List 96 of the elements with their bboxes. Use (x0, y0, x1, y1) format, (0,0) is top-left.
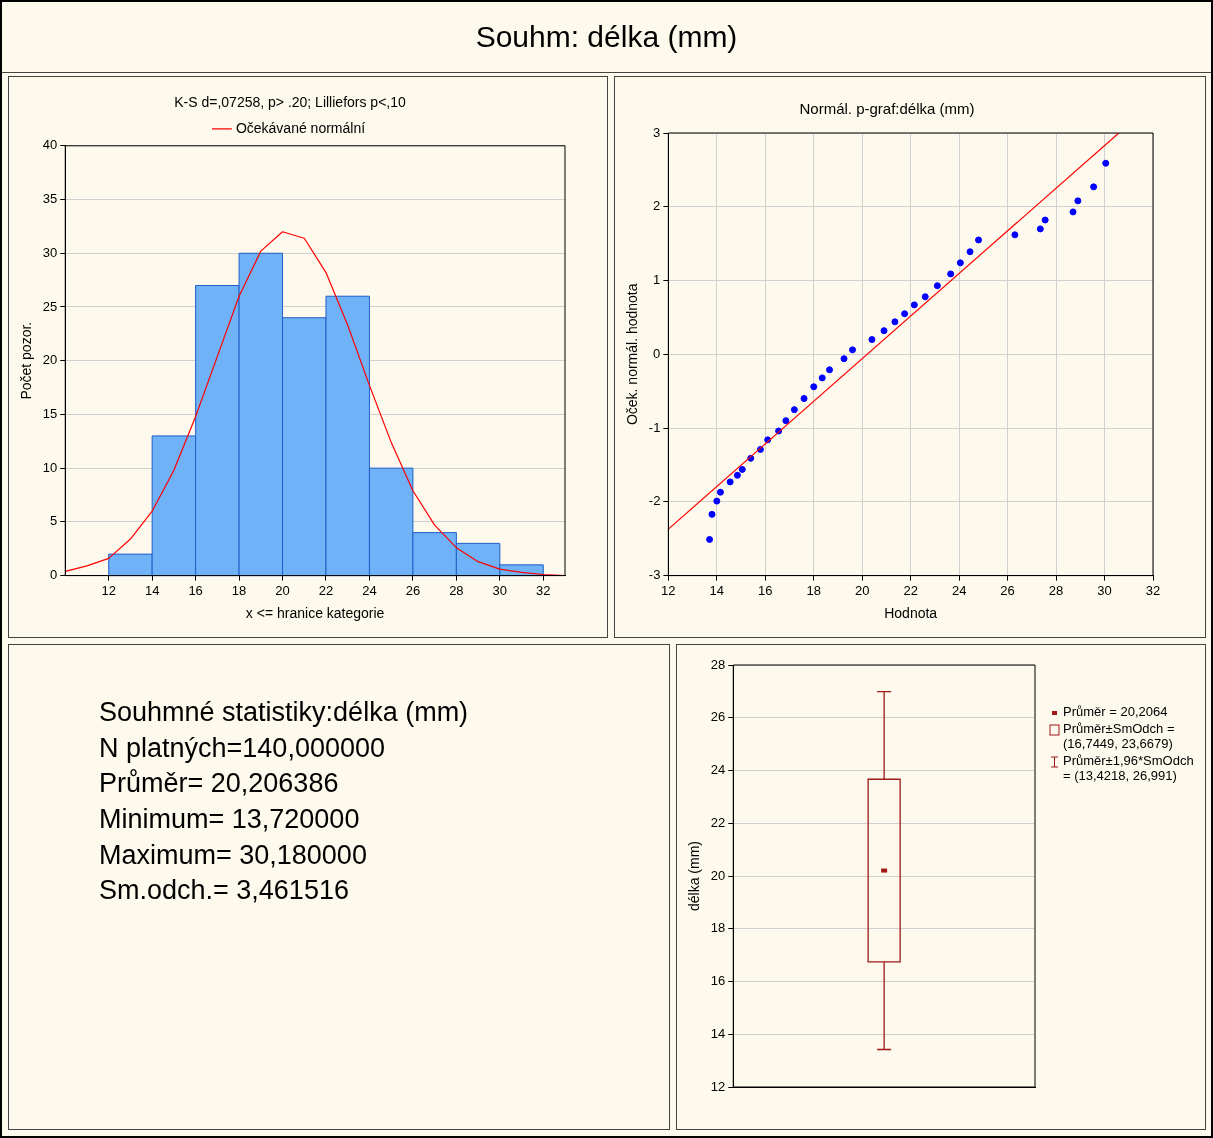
y-tick-label: 24 (710, 762, 726, 778)
y-tick-label: 35 (42, 191, 58, 207)
point (1041, 216, 1049, 224)
point (726, 478, 734, 486)
point (947, 270, 955, 278)
y-axis-title: Oček. normál. hodnota (624, 283, 641, 426)
text: Maximum= 30,180000 (99, 838, 368, 872)
x-tick-label: 22 (903, 582, 918, 598)
y-tick-label: 18 (710, 920, 726, 936)
point (826, 366, 833, 374)
point (800, 395, 808, 403)
point (910, 301, 918, 309)
text: Sm.odch.= 3,461516 (99, 874, 350, 908)
y-axis-title: Počet pozor. (18, 321, 35, 400)
x-tick-label: 32 (1145, 582, 1161, 598)
point (790, 406, 798, 414)
point (818, 374, 826, 382)
text: Průměr±SmOdch = (16,7449, 23,6679) (1063, 720, 1175, 751)
x-axis-title: Hodnota (884, 605, 938, 622)
legend-label: Očekávané normální (235, 119, 366, 136)
x-tick-label: 28 (449, 582, 464, 598)
point (840, 355, 848, 363)
y-tick-label: 25 (42, 298, 58, 314)
point (1090, 183, 1098, 191)
point (975, 236, 983, 244)
point (738, 465, 746, 473)
y-tick-label: 3 (653, 124, 661, 140)
y-axis-title: délka (mm) (686, 840, 703, 912)
text: Souhmné statistiky:délka (mm) (99, 696, 470, 729)
y-tick-label: 22 (710, 814, 726, 830)
x-tick-label: 24 (951, 582, 967, 598)
y-tick-label: -1 (648, 419, 661, 435)
y-tick-label: -2 (648, 493, 661, 509)
point (921, 293, 929, 301)
point (706, 535, 714, 543)
point (891, 318, 899, 326)
text: Průměr = 20,2064 (1063, 704, 1168, 719)
point (713, 497, 721, 505)
x-tick-label: 28 (1048, 582, 1064, 598)
x-tick-label: 26 (405, 582, 421, 598)
y-tick-label: 12 (710, 1078, 726, 1094)
point (849, 346, 857, 354)
x-tick-label: 14 (144, 582, 160, 598)
x-tick-label: 20 (275, 582, 290, 598)
text: Průměr= 20,206386 (99, 767, 340, 801)
point (1036, 225, 1044, 233)
point (966, 248, 974, 256)
x-tick-label: 26 (1000, 582, 1015, 598)
point (933, 282, 941, 290)
x-tick-label: 20 (854, 582, 870, 598)
y-tick-label: 5 (50, 513, 58, 529)
text: N platných=140,000000 (99, 731, 386, 765)
y-tick-label: 30 (42, 244, 58, 260)
point (956, 259, 964, 267)
x-tick-label: 32 (536, 582, 551, 598)
x-tick-label: 22 (318, 582, 334, 598)
point (1011, 231, 1019, 239)
y-tick-label: 0 (653, 345, 661, 361)
x-tick-label: 12 (101, 582, 116, 598)
y-tick-label: 20 (42, 352, 58, 368)
y-tick-label: 14 (710, 1025, 726, 1041)
y-tick-label: -3 (648, 567, 661, 583)
y-tick-label: 10 (42, 459, 58, 475)
point (1102, 159, 1110, 167)
x-tick-label: 30 (492, 582, 508, 598)
y-tick-label: 40 (42, 137, 58, 153)
x-tick-label: 16 (188, 582, 203, 598)
y-tick-label: 28 (710, 656, 726, 672)
x-tick-label: 18 (806, 582, 821, 598)
point (1074, 197, 1082, 205)
y-tick-label: 0 (50, 567, 58, 583)
point (901, 310, 909, 318)
point (716, 488, 724, 496)
chart-subtitle: K-S d=,07258, p> .20; Lilliefors p<,10 (174, 94, 406, 111)
point (880, 327, 888, 335)
point (810, 383, 818, 391)
x-tick-label: 16 (758, 582, 773, 598)
x-tick-label: 24 (362, 582, 377, 598)
text: Průměr±1,96*SmOdch = (13,4218, 26,991) (1063, 752, 1194, 783)
chart-title: Normál. p-graf:délka (mm) (799, 100, 975, 118)
x-tick-label: 18 (231, 582, 247, 598)
y-tick-label: 1 (653, 272, 661, 288)
y-tick-label: 2 (653, 198, 661, 214)
y-tick-label: 20 (710, 867, 726, 883)
y-tick-label: 16 (710, 973, 726, 989)
x-axis-title: x <= hranice kategorie (245, 605, 385, 622)
point (868, 336, 876, 344)
text: Minimum= 13,720000 (99, 802, 361, 836)
chart-title: Souhm: délka (mm) (2, 2, 1211, 73)
point (1069, 208, 1077, 216)
point (733, 471, 741, 479)
x-tick-label: 30 (1097, 582, 1112, 598)
point (782, 417, 790, 425)
point (708, 510, 716, 518)
y-tick-label: 15 (42, 406, 58, 421)
y-tick-label: 26 (710, 709, 726, 725)
